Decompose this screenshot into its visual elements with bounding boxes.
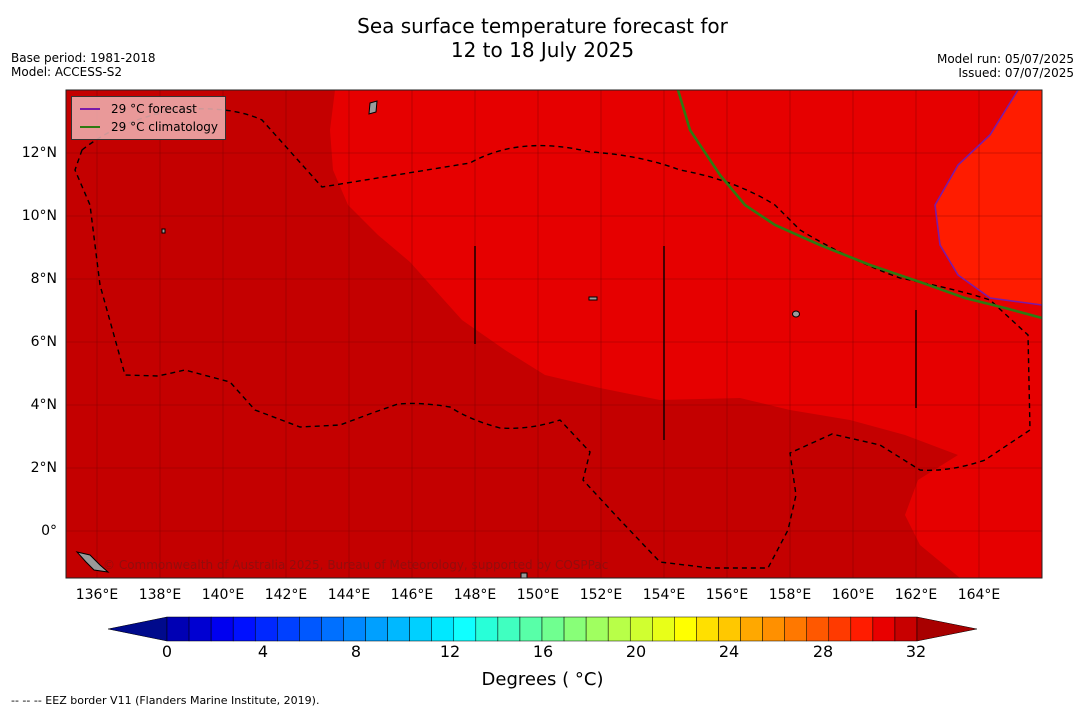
colorbar-segment [563, 616, 587, 642]
lon-label: 136°E [75, 587, 119, 603]
colorbar-segment [277, 616, 300, 642]
colorbar-segment [696, 616, 719, 642]
lon-label: 162°E [894, 587, 938, 603]
colorbar-segment [541, 616, 565, 642]
colorbar-segment [806, 616, 830, 642]
lon-label: 150°E [516, 587, 560, 603]
lon-label: 140°E [201, 587, 245, 603]
colorbar-tick: 8 [350, 642, 362, 661]
colorbar-tick: 4 [257, 642, 269, 661]
forecast-line-swatch [80, 108, 100, 110]
climatology-line-swatch [80, 126, 100, 128]
colorbar-segment [475, 616, 499, 642]
legend-forecast: 29 °C forecast [80, 101, 197, 117]
colorbar-segment [387, 616, 410, 642]
issued-date: Issued: 07/07/2025 [958, 66, 1074, 80]
map-frame [65, 89, 1043, 579]
colorbar-segment [652, 616, 675, 642]
colorbar-arrow-high [916, 616, 978, 642]
data-gap-lines [474, 246, 917, 440]
colorbar-arrow-low [107, 616, 168, 642]
colorbar-segment [762, 616, 785, 642]
title-line-2: 12 to 18 July 2025 [450, 38, 635, 62]
colorbar-segment [872, 616, 896, 642]
lon-label: 142°E [264, 587, 308, 603]
map-legend: 29 °C forecast 29 °C climatology [71, 96, 226, 140]
colorbar-title: Degrees ( °C) [481, 669, 604, 690]
lon-label: 138°E [138, 587, 182, 603]
sst-zone-29-30 [330, 90, 1042, 578]
meta-right: Model run: 05/07/2025 Issued: 07/07/2025 [937, 52, 1074, 80]
lon-label: 154°E [642, 587, 686, 603]
legend-climatology-label: 29 °C climatology [111, 120, 219, 134]
colorbar-segment [585, 616, 609, 642]
colorbar-tick: 16 [532, 642, 554, 661]
lon-label: 158°E [768, 587, 812, 603]
legend-climatology: 29 °C climatology [80, 119, 218, 135]
legend-forecast-label: 29 °C forecast [111, 102, 197, 116]
lat-label: 2°N [30, 460, 57, 476]
forecast-29c-contour [934, 90, 1042, 306]
colorbar-segment [828, 616, 852, 642]
colorbar-tick: 20 [625, 642, 647, 661]
grid-lines [66, 90, 1042, 578]
colorbar-segment [740, 616, 763, 642]
colorbar-segment [254, 616, 278, 642]
colorbar-tick: 0 [161, 642, 173, 661]
colorbar-tick: 24 [718, 642, 740, 661]
colorbar-segment [894, 616, 918, 642]
eez-borders [74, 108, 1031, 569]
model-run: Model run: 05/07/2025 [936, 52, 1074, 66]
lon-label: 156°E [705, 587, 749, 603]
lon-label: 146°E [390, 587, 434, 603]
colorbar-segment [431, 616, 455, 642]
lon-label: 164°E [957, 587, 1001, 603]
lat-label: 10°N [21, 208, 57, 224]
colorbar-segment [519, 616, 543, 642]
lat-label: 12°N [21, 145, 57, 161]
copyright-notice: © Commonwealth of Australia 2025, Bureau… [103, 558, 609, 572]
colorbar-segment [409, 616, 432, 642]
islands [75, 100, 800, 578]
colorbar-segment [718, 616, 741, 642]
model-name: Model: ACCESS-S2 [11, 65, 123, 79]
colorbar-tick: 32 [905, 642, 927, 661]
lat-label: 6°N [30, 334, 57, 350]
lon-label: 160°E [831, 587, 875, 603]
lat-label: 8°N [30, 271, 57, 287]
colorbar-segment [497, 616, 521, 642]
map-title: Sea surface temperature forecast for 12 … [0, 14, 1085, 62]
meta-left: Base period: 1981-2018 Model: ACCESS-S2 [11, 51, 156, 79]
eez-footnote: -- -- -- EEZ border V11 (Flanders Marine… [11, 694, 320, 707]
colorbar [107, 616, 978, 642]
colorbar-tick: 28 [812, 642, 834, 661]
lon-label: 144°E [327, 587, 371, 603]
colorbar-segment [321, 616, 344, 642]
colorbar-segment [166, 616, 190, 642]
climatology-29c-contour [676, 90, 1042, 320]
lon-label: 148°E [453, 587, 497, 603]
colorbar-segment [299, 616, 322, 642]
title-line-1: Sea surface temperature forecast for [357, 14, 728, 38]
colorbar-segment [188, 616, 212, 642]
lat-label: 0° [41, 523, 57, 539]
colorbar-segment [365, 616, 388, 642]
colorbar-segment [674, 616, 697, 642]
lat-label: 4°N [30, 397, 57, 413]
colorbar-segment [850, 616, 874, 642]
colorbar-segment [343, 616, 366, 642]
sst-zone-30-31 [935, 90, 1042, 305]
colorbar-segment [453, 616, 477, 642]
colorbar-segment [607, 616, 631, 642]
lon-label: 152°E [579, 587, 623, 603]
colorbar-segment [210, 616, 234, 642]
colorbar-segment [629, 616, 653, 642]
colorbar-segment [232, 616, 256, 642]
base-period: Base period: 1981-2018 [11, 51, 156, 65]
colorbar-tick: 12 [439, 642, 461, 661]
colorbar-segment [784, 616, 807, 642]
